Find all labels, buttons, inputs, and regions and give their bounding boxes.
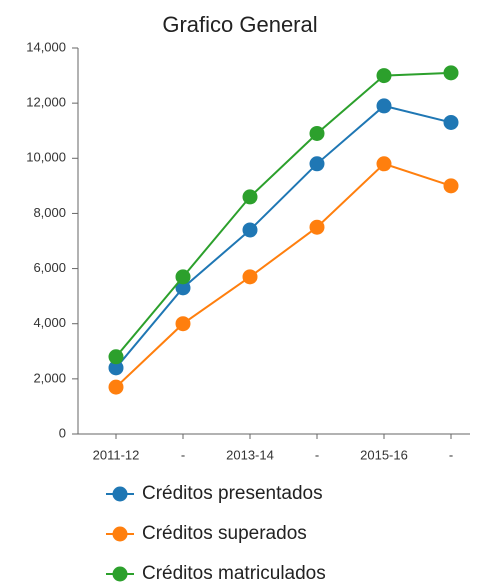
y-tick-label: 2,000 [33,370,66,385]
point [309,219,325,235]
y-tick-label: 14,000 [26,39,66,54]
point [108,360,124,376]
point [443,178,459,194]
x-tick-label: 2015-16 [360,447,408,462]
y-tick-label: 8,000 [33,205,66,220]
x-tick-label: - [449,447,453,462]
y-tick-label: 12,000 [26,95,66,110]
chart-title: Grafico General [162,12,317,37]
point [309,125,325,141]
x-tick-label: 2011-12 [93,447,140,462]
y-tick-label: 10,000 [26,150,66,165]
x-tick-label: - [181,447,185,462]
series-line [115,71,452,358]
y-tick-label: 4,000 [33,315,66,330]
point [175,316,191,332]
point [175,280,191,296]
x-tick-label: - [315,447,319,462]
point [242,269,258,285]
legend-label: Créditos superados [142,523,307,544]
point [175,269,191,285]
point [108,379,124,395]
legend-marker [112,526,128,542]
legend-marker [112,566,128,582]
series-line [115,162,452,388]
y-tick-label: 6,000 [33,260,66,275]
legend-label: Créditos presentados [142,483,323,504]
point [376,68,392,84]
point [309,156,325,172]
point [443,65,459,81]
y-tick-label: 0 [59,425,66,440]
point [242,222,258,238]
point [108,349,124,365]
legend-label: Créditos matriculados [142,563,326,583]
point [376,98,392,114]
point [242,189,258,205]
x-tick-label: 2013-14 [226,447,274,462]
point [376,156,392,172]
legend-marker [112,486,128,502]
series-line [115,104,452,369]
point [443,114,459,130]
